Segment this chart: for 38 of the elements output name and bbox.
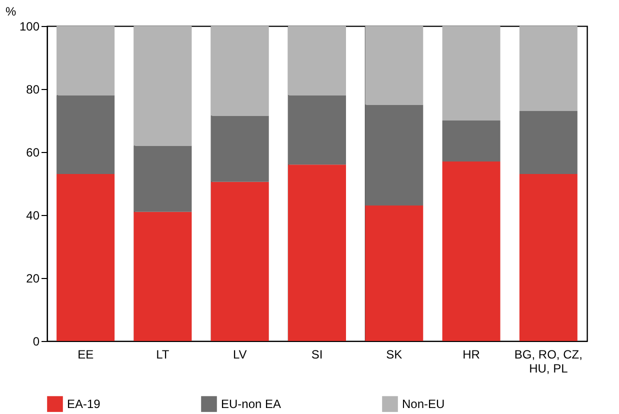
- bar: [210, 116, 269, 182]
- bar: [365, 26, 424, 105]
- bar: [365, 206, 424, 341]
- bar: [210, 26, 269, 116]
- bar: [519, 111, 578, 174]
- bar: [56, 26, 115, 96]
- x-tick-label: LT: [156, 348, 170, 362]
- legend-label: Non-EU: [402, 397, 445, 412]
- x-tick-label: SK: [386, 348, 402, 362]
- legend-label: EU-non EA: [221, 397, 282, 412]
- bar: [134, 26, 192, 146]
- y-tick-label: 40: [26, 208, 40, 222]
- bar: [56, 174, 115, 341]
- y-tick-label: 80: [26, 82, 40, 96]
- y-tick-label: 0: [32, 334, 40, 348]
- y-axis-title: %: [6, 4, 16, 18]
- bar: [288, 26, 346, 96]
- bar: [56, 95, 115, 174]
- bar: [442, 120, 500, 162]
- bar: [134, 146, 192, 212]
- x-tick-label: SI: [311, 348, 323, 362]
- bar: [288, 95, 346, 165]
- x-tick-label: LV: [232, 348, 247, 362]
- y-tick-label: 60: [26, 146, 40, 160]
- bar: [519, 26, 578, 112]
- y-tick-label: 100: [19, 20, 40, 34]
- bar: [365, 104, 424, 206]
- x-tick-label: BG, RO, CZ, HU, PL: [514, 348, 582, 376]
- bar: [519, 174, 578, 341]
- bar: [442, 26, 500, 120]
- x-tick-label: EE: [78, 348, 94, 362]
- bar: [442, 161, 500, 341]
- legend-label: EA-19: [67, 397, 101, 412]
- bar: [210, 182, 269, 341]
- bar: [134, 212, 192, 341]
- y-tick-label: 20: [26, 272, 40, 286]
- x-tick-label: HR: [462, 348, 480, 362]
- bar: [288, 164, 346, 341]
